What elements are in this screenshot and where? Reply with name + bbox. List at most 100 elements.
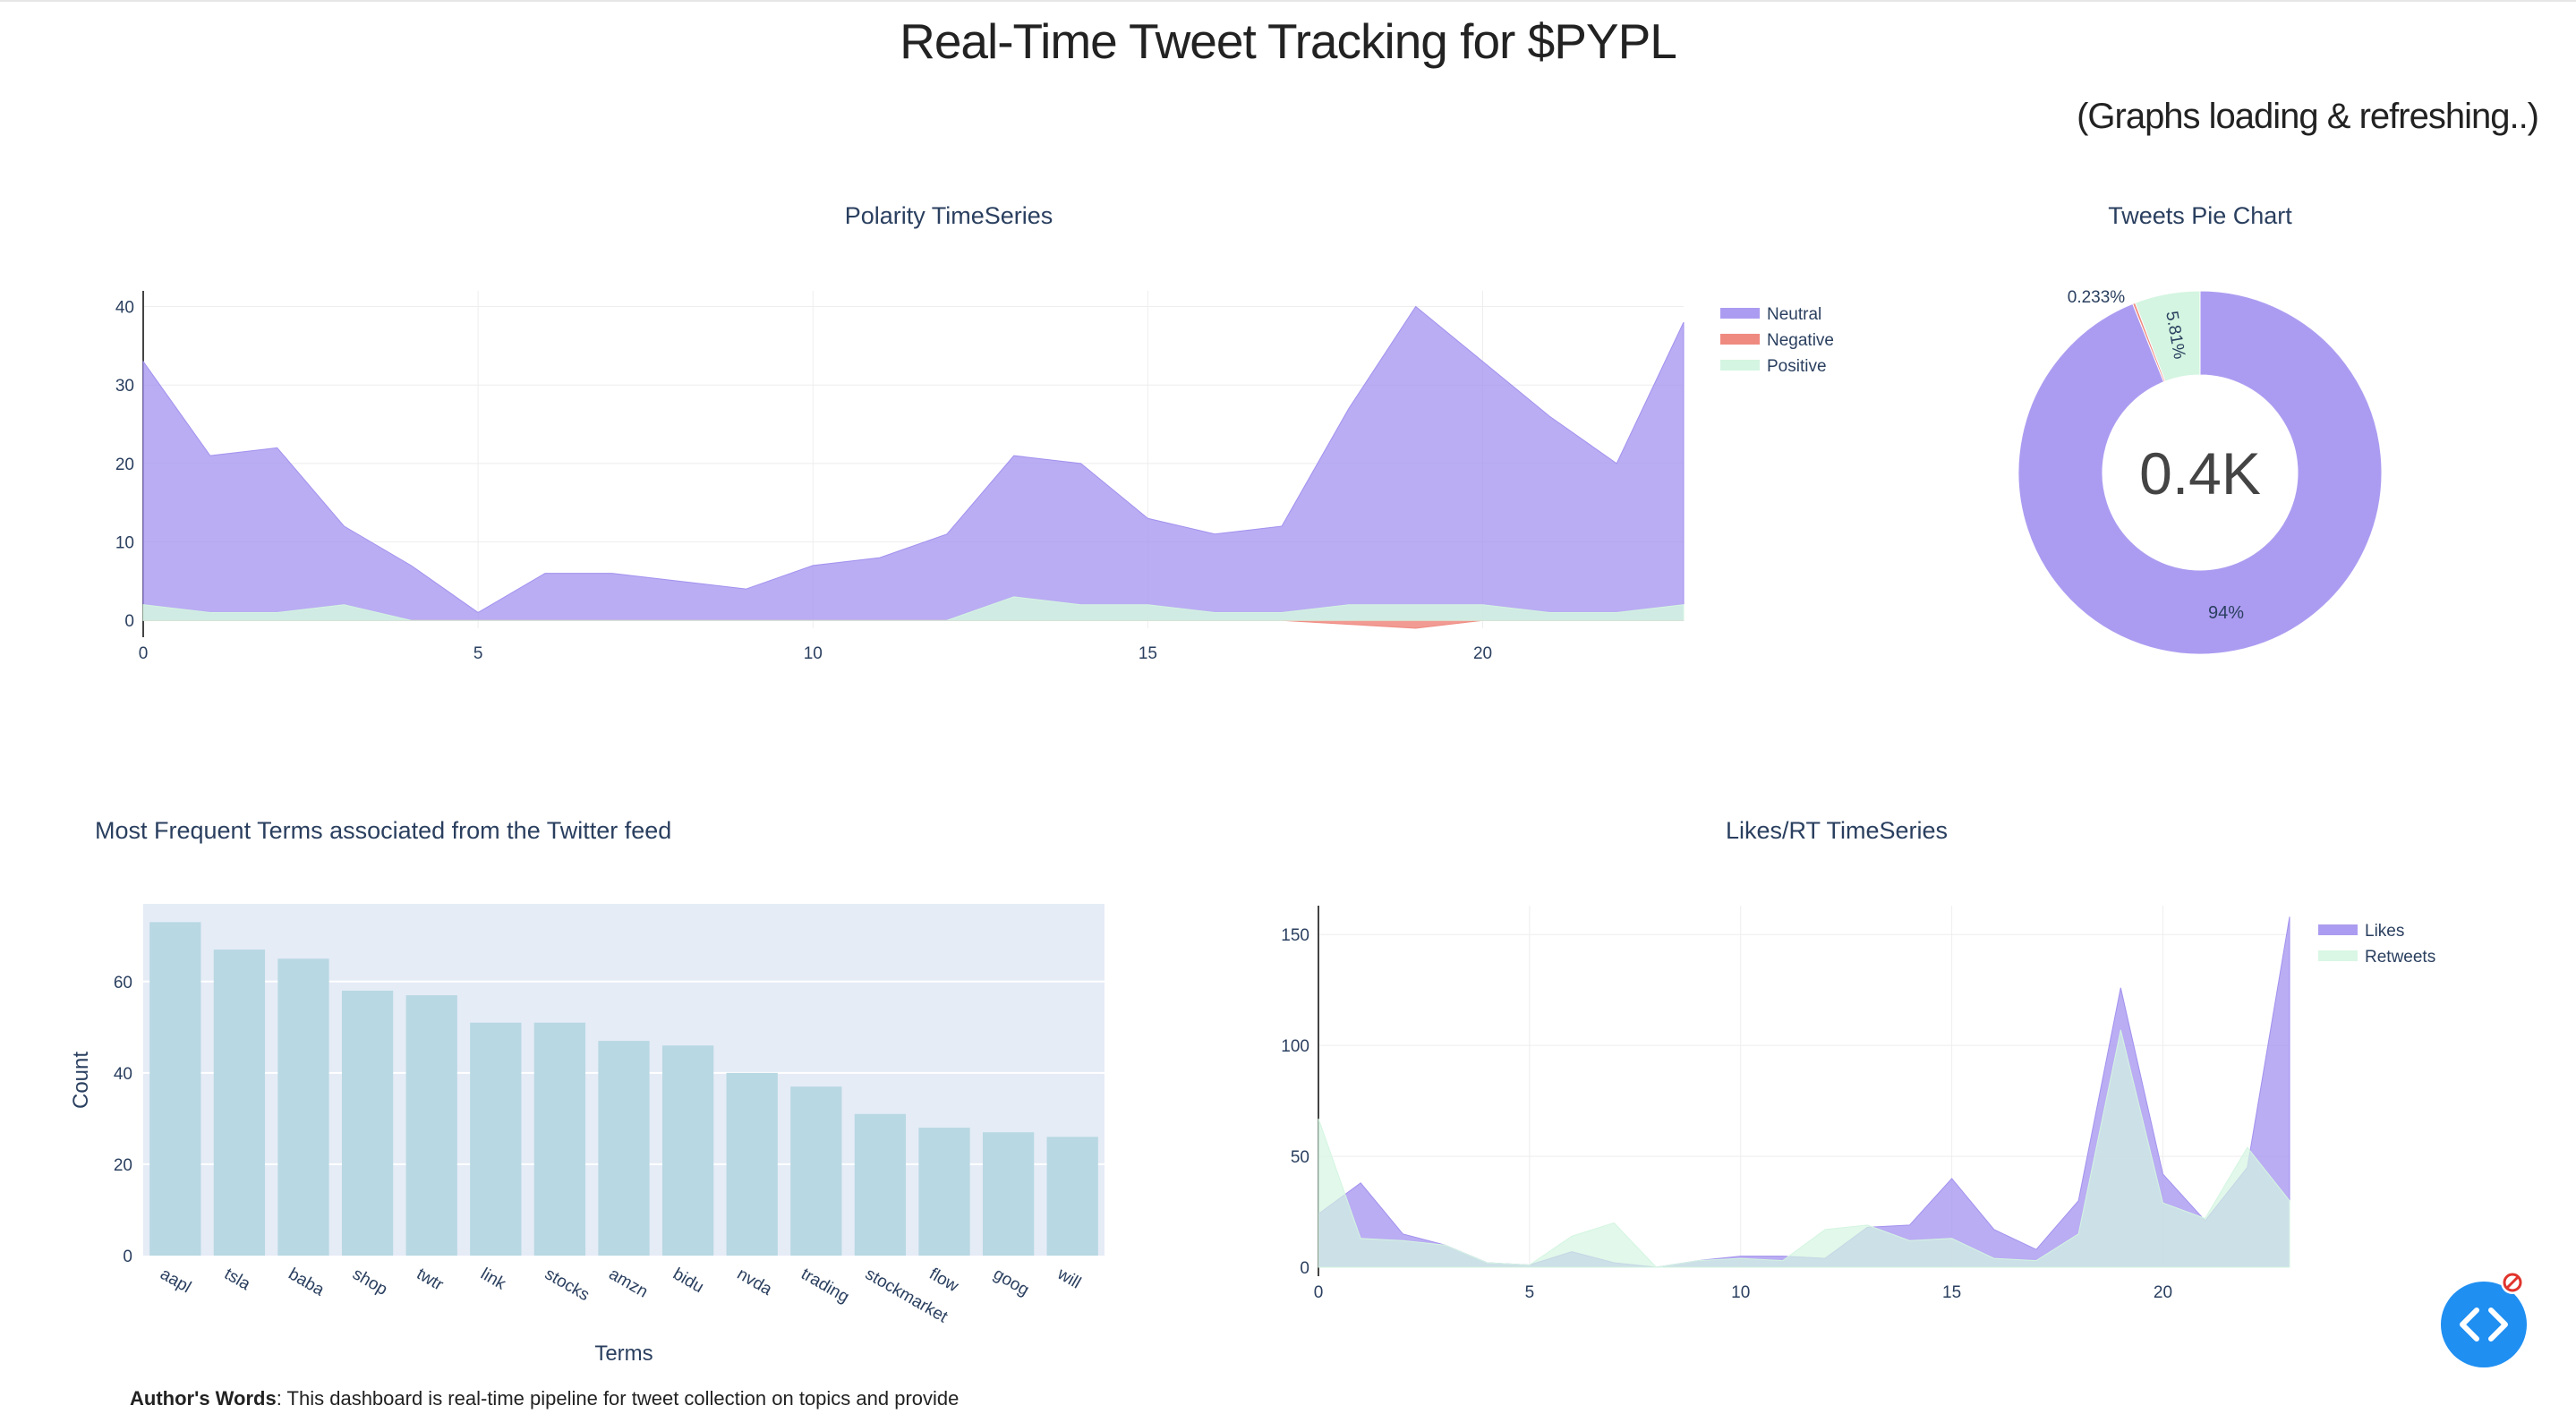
pie-center-total: 0.4K bbox=[2139, 440, 2261, 507]
terms-xtick-label: baba bbox=[286, 1265, 328, 1300]
polarity-xtick-label: 5 bbox=[473, 644, 483, 663]
terms-yaxis-title: Count bbox=[69, 1052, 93, 1109]
likes-xtick-label: 10 bbox=[1731, 1283, 1750, 1302]
terms-xtick-label: link bbox=[477, 1265, 509, 1294]
polarity-xtick-label: 10 bbox=[804, 644, 823, 663]
pie-slice-neutral bbox=[2017, 290, 2383, 655]
polarity-ytick-label: 20 bbox=[115, 456, 134, 474]
terms-ytick-label: 20 bbox=[114, 1156, 132, 1175]
polarity-legend[interactable]: Neutral Negative Positive bbox=[1720, 305, 1834, 376]
polarity-xtick-label: 0 bbox=[139, 644, 149, 663]
terms-chart-title: Most Frequent Terms associated from the … bbox=[95, 817, 671, 844]
likes-xtick-label: 0 bbox=[1314, 1283, 1324, 1302]
polarity-legend-label-neutral: Neutral bbox=[1767, 305, 1821, 324]
likes-legend-label-retweets: Retweets bbox=[2365, 948, 2435, 967]
terms-bar-amzn bbox=[598, 1041, 650, 1256]
likes-legend-swatch-retweets bbox=[2318, 950, 2358, 961]
terms-bar-baba bbox=[277, 958, 329, 1256]
likes-xtick-label: 15 bbox=[1942, 1283, 1961, 1302]
terms-bar-bidu bbox=[661, 1045, 714, 1256]
polarity-legend-label-negative: Negative bbox=[1767, 331, 1834, 350]
terms-bar-will bbox=[1046, 1137, 1098, 1256]
pie-labels: 94% 0.233% 5.81% bbox=[2068, 288, 2244, 623]
polarity-legend-label-positive: Positive bbox=[1767, 357, 1827, 376]
author-label: Author's Words bbox=[130, 1387, 277, 1410]
loading-status: (Graphs loading & refreshing..) bbox=[2077, 97, 2539, 136]
likes-ytick-label: 100 bbox=[1281, 1037, 1309, 1056]
terms-xaxis-title: Terms bbox=[594, 1342, 653, 1366]
terms-bar-shop bbox=[341, 990, 394, 1256]
likes-legend-swatch-likes bbox=[2318, 924, 2358, 935]
terms-xtick-label: nvda bbox=[734, 1265, 776, 1299]
terms-ytick-label: 40 bbox=[114, 1065, 132, 1084]
terms-xtick-label: will bbox=[1053, 1265, 1084, 1293]
pie-label-positive: 5.81% bbox=[2162, 310, 2188, 361]
pie-chart-title: Tweets Pie Chart bbox=[2108, 202, 2292, 229]
no-entry-icon bbox=[2503, 1273, 2522, 1292]
terms-xtick-label: amzn bbox=[606, 1265, 652, 1301]
likes-ticks: 0 5 10 15 20 0 50 100 150 bbox=[1281, 926, 2172, 1302]
terms-plot-background bbox=[143, 904, 1105, 1256]
likes-ytick-label: 150 bbox=[1281, 926, 1309, 945]
polarity-gridlines bbox=[142, 291, 1684, 637]
code-brackets-icon bbox=[2460, 1308, 2508, 1342]
terms-bar-stockmarket bbox=[854, 1113, 907, 1256]
top-divider bbox=[0, 0, 2576, 2]
polarity-xtick-label: 15 bbox=[1139, 644, 1157, 663]
polarity-ticks: 0 5 10 15 20 0 10 20 30 40 bbox=[115, 299, 1492, 663]
terms-xtick-label: tsla bbox=[221, 1265, 253, 1294]
likes-area-retweets bbox=[1318, 1029, 2290, 1268]
terms-bar-link bbox=[470, 1022, 522, 1256]
author-note: Author's Words: This dashboard is real-t… bbox=[130, 1387, 959, 1410]
likes-ytick-label: 0 bbox=[1300, 1259, 1309, 1278]
page-title: Real-Time Tweet Tracking for $PYPL bbox=[900, 13, 1677, 69]
disabled-badge bbox=[2501, 1271, 2524, 1294]
terms-ytick-label: 60 bbox=[114, 974, 132, 992]
likes-legend[interactable]: Likes Retweets bbox=[2318, 922, 2435, 967]
pie-label-negative: 0.233% bbox=[2068, 288, 2126, 307]
terms-xtick-label: stocks bbox=[542, 1265, 593, 1305]
polarity-xtick-label: 20 bbox=[1473, 644, 1492, 663]
terms-xtick-label: flow bbox=[926, 1265, 962, 1296]
code-toggle-button[interactable] bbox=[2441, 1282, 2527, 1367]
polarity-ytick-label: 0 bbox=[124, 612, 134, 631]
likes-areas bbox=[1318, 916, 2290, 1268]
likes-area-likes bbox=[1318, 916, 2290, 1268]
terms-bars bbox=[149, 922, 1098, 1256]
terms-xtick-label: goog bbox=[990, 1265, 1032, 1299]
terms-bar-tsla bbox=[213, 950, 266, 1256]
polarity-area-neutral bbox=[142, 305, 1685, 621]
polarity-legend-swatch-positive bbox=[1720, 360, 1760, 371]
terms-xtick-label: stockmarket bbox=[862, 1265, 951, 1327]
polarity-legend-swatch-negative bbox=[1720, 334, 1760, 345]
likes-chart-title: Likes/RT TimeSeries bbox=[1726, 817, 1948, 844]
terms-gridlines bbox=[143, 980, 1105, 1165]
terms-xtick-label: twtr bbox=[414, 1265, 448, 1295]
terms-bar-trading bbox=[790, 1086, 842, 1256]
polarity-ytick-label: 10 bbox=[115, 534, 134, 553]
pie-slices bbox=[2017, 290, 2383, 655]
terms-bar-stocks bbox=[533, 1022, 586, 1256]
polarity-area-negative bbox=[143, 619, 1684, 629]
polarity-ytick-label: 30 bbox=[115, 377, 134, 396]
polarity-legend-swatch-neutral bbox=[1720, 308, 1760, 319]
polarity-areas bbox=[142, 305, 1685, 629]
terms-bar-twtr bbox=[405, 995, 457, 1256]
likes-legend-label-likes: Likes bbox=[2365, 922, 2404, 941]
likes-gridlines bbox=[1318, 906, 2290, 1276]
terms-ticks: 0 20 40 60 aapl tsla baba shop twtr link stocks amz… bbox=[114, 974, 1084, 1327]
terms-ytick-label: 0 bbox=[123, 1248, 132, 1266]
polarity-chart-title: Polarity TimeSeries bbox=[845, 202, 1053, 229]
terms-xtick-label: aapl bbox=[157, 1265, 194, 1297]
author-text: : This dashboard is real-time pipeline f… bbox=[276, 1387, 960, 1410]
polarity-area-positive bbox=[142, 596, 1685, 621]
terms-bar-nvda bbox=[726, 1072, 778, 1256]
terms-xtick-label: shop bbox=[349, 1265, 390, 1299]
terms-bar-goog bbox=[982, 1132, 1035, 1256]
terms-bar-flow bbox=[918, 1128, 970, 1256]
terms-bar-aapl bbox=[149, 922, 201, 1256]
